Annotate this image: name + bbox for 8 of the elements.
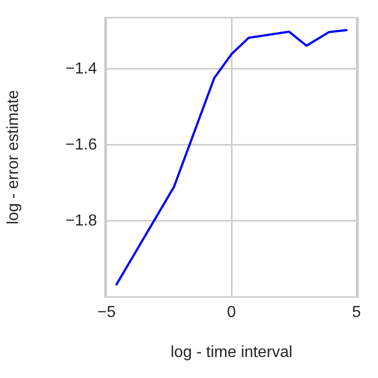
x-tick-label: 0: [227, 304, 236, 322]
y-axis-title: log - error estimate: [5, 90, 22, 224]
x-axis-title: log - time interval: [170, 344, 292, 361]
y-tick-label: −1.4: [65, 60, 98, 78]
x-tick-label: 5: [352, 304, 362, 322]
y-tick-label: −1.8: [65, 212, 98, 230]
y-tick-label: −1.6: [65, 136, 98, 154]
x-tick-label: −5: [97, 304, 116, 322]
